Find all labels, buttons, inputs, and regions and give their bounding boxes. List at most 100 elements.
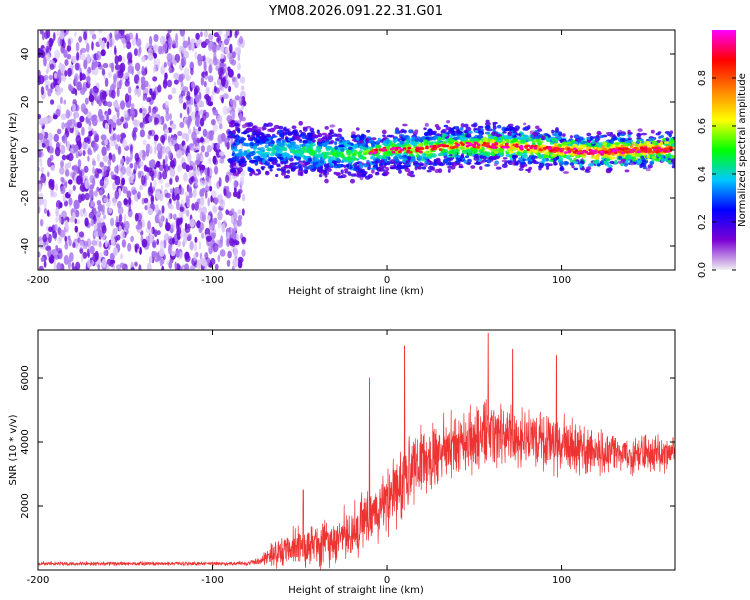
- band-peak: [629, 150, 633, 154]
- band-cell: [635, 153, 641, 158]
- noise-blob: [184, 263, 189, 270]
- band-peak: [368, 151, 373, 155]
- band-cell: [230, 120, 236, 125]
- noise-blob: [165, 154, 168, 164]
- band-cell: [535, 125, 540, 130]
- band-cell: [237, 170, 241, 175]
- noise-blob: [114, 55, 119, 65]
- noise-blob: [155, 190, 161, 200]
- noise-blob: [208, 157, 212, 165]
- band-cell: [479, 155, 484, 159]
- spectrogram-y-ticks: -40 -20 0 20 40: [20, 48, 675, 254]
- band-peak: [419, 150, 423, 154]
- band-cell: [234, 148, 239, 152]
- band-cell: [501, 159, 507, 163]
- noise-blob: [61, 177, 65, 183]
- band-cell: [441, 128, 447, 133]
- noise-blob: [66, 140, 70, 151]
- band-cell: [318, 174, 323, 178]
- band-cell: [601, 159, 605, 164]
- band-cell: [269, 168, 273, 172]
- noise-blob: [92, 143, 97, 153]
- noise-blob: [87, 66, 92, 74]
- noise-blob: [83, 59, 88, 70]
- noise-blob: [204, 252, 209, 260]
- noise-blob: [218, 41, 222, 47]
- band-peak: [397, 150, 402, 153]
- band-cell: [361, 173, 366, 178]
- band-cell: [324, 174, 328, 178]
- noise-blob: [191, 131, 197, 141]
- band-cell: [380, 159, 384, 164]
- band-cell: [346, 151, 351, 156]
- band-cell: [319, 166, 323, 170]
- band-cell: [535, 138, 539, 143]
- noise-blob: [154, 214, 160, 224]
- band-cell: [251, 136, 256, 140]
- band-cell: [384, 162, 388, 166]
- band-peak: [408, 151, 413, 154]
- noise-blob: [237, 214, 243, 221]
- noise-blob: [195, 117, 200, 127]
- noise-blob: [165, 192, 171, 199]
- band-cell: [596, 142, 601, 145]
- band-cell: [645, 167, 651, 172]
- band-peak: [636, 150, 641, 153]
- band-cell: [230, 133, 235, 137]
- noise-blob: [98, 100, 102, 107]
- noise-blob: [97, 225, 101, 233]
- noise-blob: [106, 143, 111, 151]
- band-cell: [241, 131, 248, 135]
- noise-blob: [153, 52, 157, 59]
- band-peak: [371, 148, 376, 152]
- noise-blob: [210, 195, 213, 203]
- band-peak: [554, 149, 559, 152]
- band-cell: [651, 155, 657, 160]
- noise-blob: [130, 266, 135, 270]
- noise-blob: [170, 250, 176, 257]
- band-peak: [400, 148, 405, 152]
- noise-blob: [163, 234, 168, 241]
- noise-blob: [38, 201, 41, 208]
- band-cell: [298, 130, 303, 133]
- noise-blob: [60, 63, 66, 74]
- band-cell: [316, 146, 322, 149]
- noise-blob: [76, 51, 80, 61]
- noise-blob: [153, 179, 157, 189]
- band-cell: [553, 160, 557, 164]
- noise-blob: [88, 212, 94, 219]
- band-cell: [445, 162, 450, 166]
- noise-blob: [114, 175, 121, 186]
- noise-blob: [168, 244, 172, 255]
- noise-blob: [159, 248, 165, 257]
- noise-blob: [148, 186, 153, 197]
- noise-blob: [229, 43, 233, 54]
- band-cell: [423, 127, 427, 130]
- band-cell: [545, 162, 551, 167]
- band-cell: [414, 166, 418, 171]
- band-cell: [385, 171, 390, 175]
- band-cell: [368, 140, 374, 144]
- band-cell: [523, 122, 527, 126]
- band-cell: [625, 159, 629, 164]
- noise-blob: [207, 215, 211, 221]
- band-peak: [607, 152, 611, 155]
- band-peak: [618, 147, 622, 150]
- band-cell: [324, 151, 331, 156]
- band-peak: [449, 146, 453, 149]
- noise-blob: [179, 206, 185, 212]
- band-cell: [501, 135, 508, 140]
- band-cell: [520, 164, 525, 169]
- band-cell: [605, 132, 611, 135]
- noise-blob: [92, 114, 97, 121]
- band-cell: [365, 144, 369, 148]
- noise-blob: [199, 222, 205, 231]
- noise-blob: [180, 56, 187, 67]
- noise-blob: [231, 232, 237, 240]
- band-cell: [447, 168, 451, 173]
- band-cell: [320, 169, 324, 173]
- band-cell: [283, 175, 288, 179]
- noise-blob: [214, 165, 219, 175]
- noise-blob: [146, 97, 152, 103]
- band-peak: [627, 148, 632, 151]
